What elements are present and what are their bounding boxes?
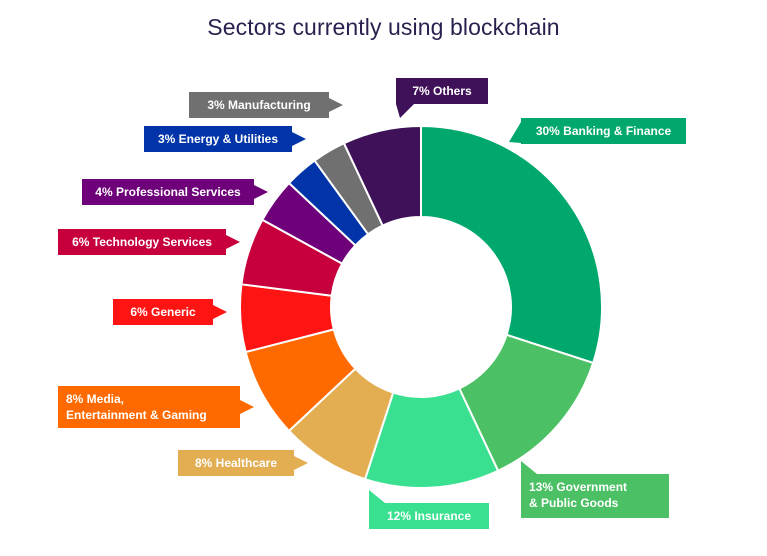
label-box <box>396 78 488 104</box>
label-pointer <box>396 104 414 118</box>
label-healthcare: 8% Healthcare <box>178 450 308 476</box>
label-pointer <box>226 235 240 249</box>
label-technology-services: 6% Technology Services <box>58 229 240 255</box>
label-text: 8% Healthcare <box>195 456 277 470</box>
label-pointer <box>213 305 227 319</box>
chart-title: Sectors currently using blockchain <box>207 14 560 40</box>
label-insurance: 12% Insurance <box>369 490 489 529</box>
label-text: 30% Banking & Finance <box>536 124 672 138</box>
label-energy-utilities: 3% Energy & Utilities <box>144 126 306 152</box>
slice-banking-finance <box>420 124 603 365</box>
label-professional-services: 4% Professional Services <box>82 179 268 205</box>
label-pointer <box>369 490 385 503</box>
label-text: 13% Government & Public Goods <box>529 480 627 510</box>
label-pointer <box>292 132 306 146</box>
label-box <box>58 386 240 428</box>
label-box <box>82 179 254 205</box>
label-banking-finance: 30% Banking & Finance <box>509 118 686 144</box>
label-text: 6% Generic <box>130 305 196 319</box>
label-pointer <box>509 122 533 144</box>
label-pointer <box>329 98 343 112</box>
label-pointer <box>240 400 254 414</box>
label-box <box>189 92 329 118</box>
label-text: 3% Manufacturing <box>207 98 310 112</box>
label-text: 7% Others <box>412 84 472 98</box>
label-media-entertainment-gaming: 8% Media, Entertainment & Gaming <box>58 386 254 428</box>
label-pointer <box>254 185 268 199</box>
label-others: 7% Others <box>396 78 488 118</box>
label-box <box>369 503 489 529</box>
label-pointer <box>294 456 308 470</box>
label-box <box>144 126 292 152</box>
label-box <box>521 474 669 518</box>
label-box <box>178 450 294 476</box>
label-box <box>113 299 213 325</box>
label-box <box>521 118 686 144</box>
label-text: 3% Energy & Utilities <box>158 132 278 146</box>
label-text: 12% Insurance <box>387 509 471 523</box>
slice-others <box>342 124 422 227</box>
label-text: 4% Professional Services <box>95 185 241 199</box>
label-box <box>58 229 226 255</box>
label-text: 8% Media, Entertainment & Gaming <box>66 392 207 422</box>
label-pointer <box>521 461 537 474</box>
label-generic: 6% Generic <box>113 299 227 325</box>
label-text: 6% Technology Services <box>72 235 212 249</box>
label-manufacturing: 3% Manufacturing <box>189 92 343 118</box>
label-government-public-goods: 13% Government & Public Goods <box>521 461 669 518</box>
